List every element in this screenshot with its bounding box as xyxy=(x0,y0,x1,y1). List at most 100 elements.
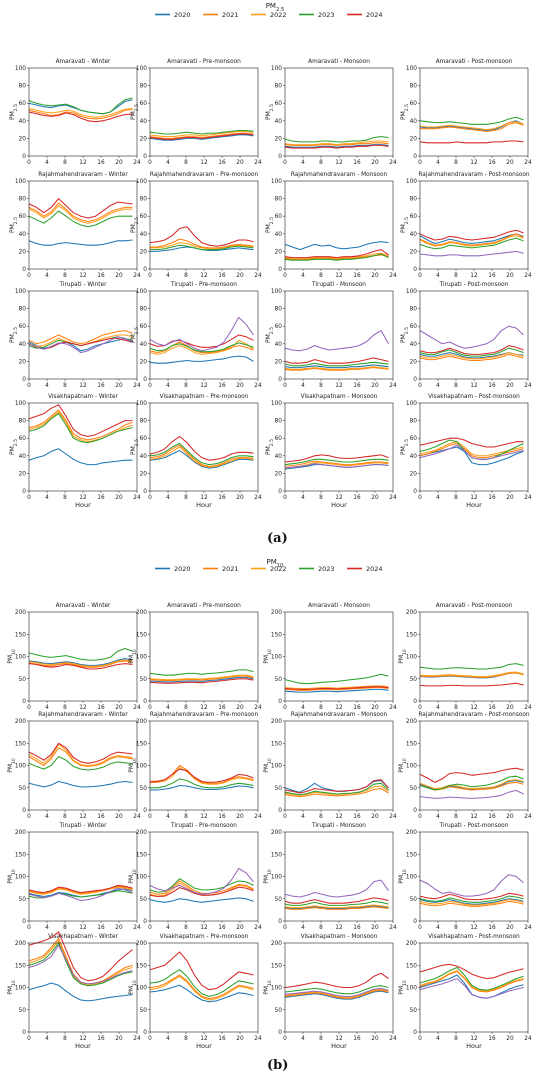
subplot-title: Tirupati - Monsoon xyxy=(311,282,366,288)
legend: PM10 2020 2021 2022 2023 2024 xyxy=(155,558,383,573)
y-tick-label: 0 xyxy=(278,1030,282,1036)
x-tick-label: 20 xyxy=(115,273,123,279)
y-tick-label: 100 xyxy=(136,986,147,992)
x-tick-label: 0 xyxy=(283,1036,287,1042)
y-tick-label: 0 xyxy=(413,1030,417,1036)
x-tick-label: 24 xyxy=(389,814,397,820)
x-tick-label: 24 xyxy=(389,160,397,166)
y-tick-label: 20 xyxy=(410,359,418,365)
series-line-2022 xyxy=(419,899,524,906)
subplot: Rajahmahendravaram - Post-monsoon 0 4 8 12 16… xyxy=(398,712,532,820)
x-tick-label: 12 xyxy=(200,160,208,166)
x-tick-label: 0 xyxy=(148,495,152,501)
x-tick-label: 12 xyxy=(200,705,208,711)
plot-frame xyxy=(149,290,259,380)
x-tick-label: 24 xyxy=(133,383,141,389)
x-tick-label: 8 xyxy=(184,1036,188,1042)
x-tick-label: 4 xyxy=(301,273,305,279)
x-tick-label: 24 xyxy=(254,1036,262,1042)
y-tick-label: 200 xyxy=(136,830,147,836)
x-tick-label: 4 xyxy=(301,925,305,931)
y-tick-label: 50 xyxy=(19,1008,27,1014)
y-tick-label: 20 xyxy=(275,249,283,255)
x-tick-label: 0 xyxy=(148,705,152,711)
series-line-2020 xyxy=(284,905,389,910)
x-tick-label: 8 xyxy=(184,383,188,389)
series-line-other xyxy=(28,887,133,902)
x-axis-label: Hour xyxy=(466,1042,482,1050)
series-line-2021 xyxy=(28,885,133,894)
x-tick-label: 4 xyxy=(45,495,49,501)
series-line-2022 xyxy=(419,235,524,247)
x-tick-label: 16 xyxy=(218,925,226,931)
x-tick-label: 8 xyxy=(319,705,323,711)
series-line-2024 xyxy=(28,404,133,437)
subplot: Tirupati - Monsoon 0 4 8 12 16 20 24 0 50 100 150 20… xyxy=(263,823,397,931)
x-tick-label: 8 xyxy=(319,383,323,389)
x-tick-label: 12 xyxy=(79,273,87,279)
x-tick-label: 20 xyxy=(115,1036,123,1042)
y-tick-label: 0 xyxy=(22,377,26,383)
y-tick-label: 40 xyxy=(410,232,418,238)
y-tick-label: 50 xyxy=(410,1008,418,1014)
x-tick-label: 4 xyxy=(45,814,49,820)
x-tick-label: 16 xyxy=(353,495,361,501)
y-tick-label: 150 xyxy=(15,852,26,858)
x-tick-label: 12 xyxy=(200,1036,208,1042)
y-tick-label: 40 xyxy=(275,232,283,238)
x-tick-label: 4 xyxy=(166,925,170,931)
x-axis-label: Hour xyxy=(196,501,212,509)
series-line-2021 xyxy=(149,974,254,1000)
y-axis-label: PM2.5 xyxy=(265,217,275,233)
series-line-2023 xyxy=(28,413,133,444)
y-axis-label: PM10 xyxy=(128,649,138,664)
subplot-title: Visakhapatnam - Winter xyxy=(48,394,118,400)
series-line-2023 xyxy=(150,244,254,251)
plot-frame xyxy=(149,720,259,811)
y-tick-label: 50 xyxy=(275,1008,283,1014)
series-line-2021 xyxy=(419,233,524,246)
subplot-title: Rajahmahendravaram - Monsoon xyxy=(291,172,388,178)
x-tick-label: 12 xyxy=(470,705,478,711)
series-line-2023 xyxy=(284,673,389,685)
series-line-2021 xyxy=(419,970,524,993)
y-tick-label: 150 xyxy=(136,963,147,969)
series-line-2021 xyxy=(284,142,389,146)
series-line-2020 xyxy=(149,355,254,364)
x-tick-label: 24 xyxy=(524,925,532,931)
series-line-2023 xyxy=(284,136,389,143)
y-tick-label: 0 xyxy=(143,808,147,814)
plot-frame xyxy=(149,611,259,702)
x-tick-label: 16 xyxy=(488,1036,496,1042)
plot-frame xyxy=(284,942,394,1033)
y-axis-label: PM2.5 xyxy=(400,104,410,120)
x-tick-label: 12 xyxy=(335,925,343,931)
series-line-2022 xyxy=(28,107,133,118)
y-tick-label: 200 xyxy=(406,830,417,836)
x-tick-label: 24 xyxy=(389,1036,397,1042)
y-tick-label: 150 xyxy=(406,963,417,969)
series-line-2024 xyxy=(149,886,254,898)
subplot: Visakhapatnam - Post-monsoon 0 4 8 12 16 20 24 0… xyxy=(398,934,532,1050)
x-tick-label: 24 xyxy=(254,160,262,166)
series-line-2020 xyxy=(419,898,524,905)
y-tick-label: 100 xyxy=(271,764,282,770)
y-tick-label: 0 xyxy=(22,154,26,160)
x-tick-label: 20 xyxy=(236,1036,244,1042)
y-tick-label: 80 xyxy=(410,419,418,425)
y-axis-label: PM10 xyxy=(398,869,408,884)
plot-frame xyxy=(419,402,529,492)
x-tick-label: 24 xyxy=(133,814,141,820)
plot-frame xyxy=(149,831,259,922)
x-tick-label: 20 xyxy=(236,705,244,711)
y-tick-label: 100 xyxy=(136,289,147,295)
series-line-2024 xyxy=(28,742,133,764)
x-tick-label: 16 xyxy=(218,383,226,389)
legend-title: PM2.5 xyxy=(266,2,285,13)
y-tick-label: 60 xyxy=(275,324,283,330)
x-tick-label: 24 xyxy=(389,273,397,279)
series-line-2023 xyxy=(149,969,254,997)
